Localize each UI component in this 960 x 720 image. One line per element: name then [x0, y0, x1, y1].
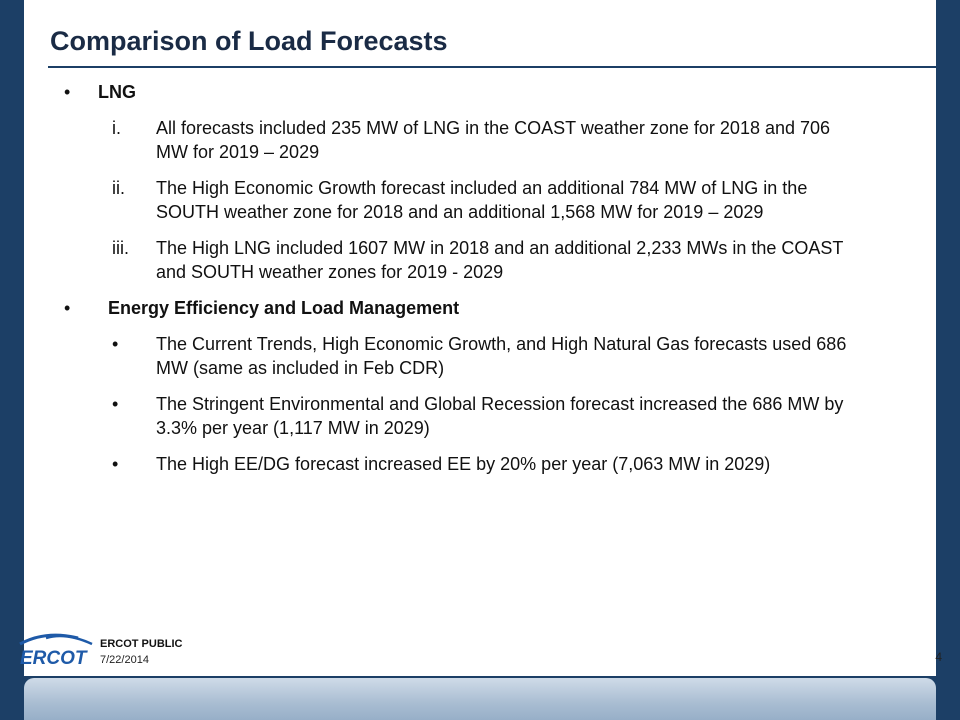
- page-number: 4: [935, 650, 942, 664]
- list-item: • The Stringent Environmental and Global…: [64, 392, 854, 440]
- list-marker: ii.: [112, 178, 125, 198]
- list-item: i. All forecasts included 235 MW of LNG …: [64, 116, 854, 164]
- classification-label: ERCOT PUBLIC: [100, 638, 183, 650]
- list-item-text: The Stringent Environmental and Global R…: [156, 394, 844, 438]
- list-marker: •: [112, 394, 119, 414]
- list-item: • The High EE/DG forecast increased EE b…: [64, 452, 854, 476]
- section-heading-lng: • LNG: [64, 80, 854, 104]
- ercot-logo-text: ERCOT: [20, 648, 88, 669]
- section-heading-energy-efficiency: • Energy Efficiency and Load Management: [64, 296, 854, 320]
- list-item-text: The High Economic Growth forecast includ…: [156, 178, 808, 222]
- list-item: iii. The High LNG included 1607 MW in 20…: [64, 236, 854, 284]
- bullet-marker: •: [64, 298, 71, 318]
- list-item-text: All forecasts included 235 MW of LNG in …: [156, 118, 831, 162]
- list-marker: iii.: [112, 238, 129, 258]
- bullet-marker: •: [64, 82, 71, 102]
- slide-title: Comparison of Load Forecasts: [50, 26, 448, 56]
- list-item: • The Current Trends, High Economic Grow…: [64, 332, 854, 380]
- list-marker: •: [112, 334, 119, 354]
- footer-date: 7/22/2014: [100, 654, 149, 666]
- list-item-text: The High LNG included 1607 MW in 2018 an…: [156, 238, 844, 282]
- ercot-logo: ERCOT: [19, 633, 93, 669]
- list-item: ii. The High Economic Growth forecast in…: [64, 176, 854, 224]
- section-heading-text: Energy Efficiency and Load Management: [108, 298, 460, 318]
- list-item-text: The Current Trends, High Economic Growth…: [156, 334, 847, 378]
- bottom-banner: [24, 678, 936, 720]
- list-marker: •: [112, 454, 119, 474]
- list-item-text: The High EE/DG forecast increased EE by …: [156, 454, 771, 474]
- title-divider: [48, 66, 936, 68]
- slide-content: • LNG i. All forecasts included 235 MW o…: [64, 80, 854, 488]
- list-marker: i.: [112, 118, 121, 138]
- slide: Comparison of Load Forecasts • LNG i. Al…: [24, 0, 936, 676]
- section-heading-text: LNG: [98, 82, 136, 102]
